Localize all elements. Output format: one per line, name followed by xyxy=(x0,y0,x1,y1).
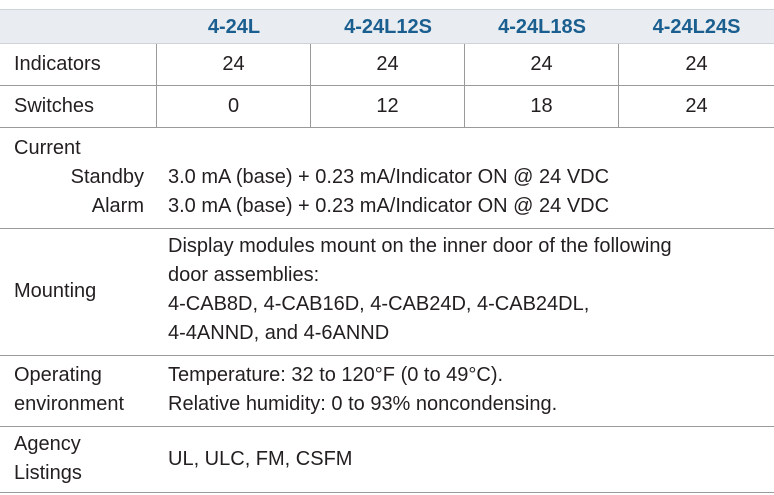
model-header-4-24l18s: 4-24L18S xyxy=(498,16,586,38)
humidity-spec: Relative humidity: 0 to 93% noncondensin… xyxy=(168,393,558,415)
indicators-label: Indicators xyxy=(0,44,157,85)
section-divider xyxy=(0,426,774,427)
operating-label-line: Operating xyxy=(14,364,102,386)
switches-row: Switches 0 12 18 24 xyxy=(0,86,774,128)
model-header-4-24l: 4-24L xyxy=(207,16,261,38)
indicators-value: 24 xyxy=(685,53,708,75)
agency-label-line: Agency xyxy=(14,433,81,455)
indicators-value: 24 xyxy=(465,44,619,85)
switches-value: 24 xyxy=(685,95,708,117)
section-divider xyxy=(0,228,774,229)
model-header-4-24l12s: 4-24L12S xyxy=(344,16,432,38)
model-header-4-24l24s: 4-24L24S xyxy=(652,16,741,38)
current-label: Current xyxy=(14,137,81,159)
switches-value: 18 xyxy=(465,86,619,127)
agency-label-line: Listings xyxy=(14,462,82,484)
switches-value: 0 xyxy=(157,86,311,127)
section-divider xyxy=(0,355,774,356)
table-bottom-rule xyxy=(0,492,774,493)
temperature-spec: Temperature: 32 to 120°F (0 to 49°C). xyxy=(168,364,504,386)
alarm-label: Alarm xyxy=(91,195,144,217)
mounting-line: 4-4ANND, and 4-6ANND xyxy=(168,322,390,344)
alarm-value: 3.0 mA (base) + 0.23 mA/Indicator ON @ 2… xyxy=(168,195,610,217)
mounting-line: Display modules mount on the inner door … xyxy=(168,235,672,257)
model-header-row: 4-24L 4-24L12S 4-24L18S 4-24L24S xyxy=(0,9,774,44)
mounting-line: 4-CAB8D, 4-CAB16D, 4-CAB24D, 4-CAB24DL, xyxy=(168,293,590,315)
agency-listings-value: UL, ULC, FM, CSFM xyxy=(168,448,353,470)
indicators-value: 24 xyxy=(311,44,465,85)
operating-label-line: environment xyxy=(14,393,125,415)
mounting-line: door assemblies: xyxy=(168,264,320,286)
switches-value: 12 xyxy=(311,86,465,127)
standby-label: Standby xyxy=(70,166,144,188)
indicators-row: Indicators 24 24 24 24 xyxy=(0,44,774,86)
mounting-label: Mounting xyxy=(14,280,97,302)
standby-value: 3.0 mA (base) + 0.23 mA/Indicator ON @ 2… xyxy=(168,166,610,188)
switches-label: Switches xyxy=(0,86,157,127)
indicators-value: 24 xyxy=(157,44,311,85)
